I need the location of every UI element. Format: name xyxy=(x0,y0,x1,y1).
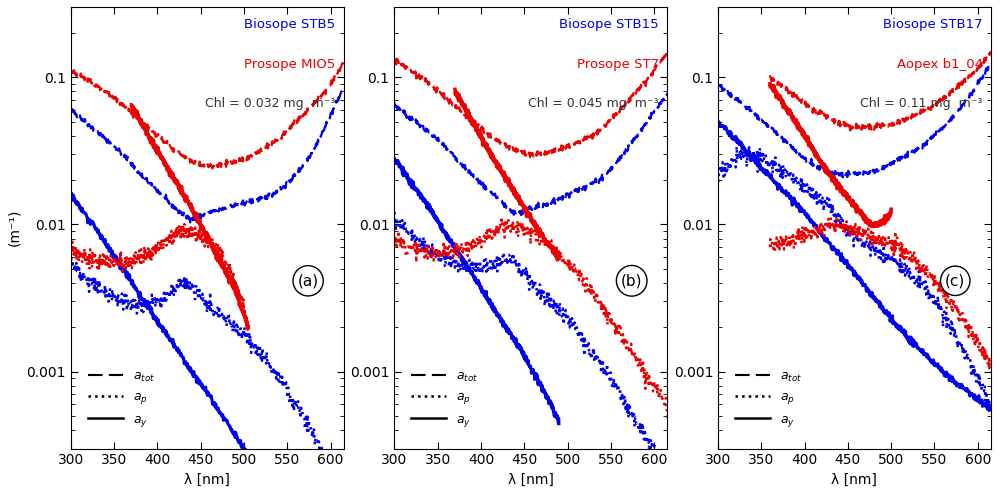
X-axis label: λ [nm]: λ [nm] xyxy=(508,473,554,487)
Text: Prosope MIO5: Prosope MIO5 xyxy=(244,58,335,71)
Text: Biosope STB15: Biosope STB15 xyxy=(559,18,659,31)
Text: Chl = 0.11 mg  m⁻³: Chl = 0.11 mg m⁻³ xyxy=(860,97,983,111)
Y-axis label: (m⁻¹): (m⁻¹) xyxy=(7,209,21,247)
X-axis label: λ [nm]: λ [nm] xyxy=(184,473,230,487)
Text: Prosope ST7: Prosope ST7 xyxy=(577,58,659,71)
Text: Aopex b1_04: Aopex b1_04 xyxy=(897,58,983,71)
Legend: $a_{tot}$, $a_{p}$, $a_{y}$: $a_{tot}$, $a_{p}$, $a_{y}$ xyxy=(730,365,807,434)
Text: (a): (a) xyxy=(298,273,319,288)
Text: (c): (c) xyxy=(945,273,965,288)
Text: (b): (b) xyxy=(621,273,642,288)
Legend: $a_{tot}$, $a_{p}$, $a_{y}$: $a_{tot}$, $a_{p}$, $a_{y}$ xyxy=(406,365,483,434)
Text: Chl = 0.045 mg  m⁻³: Chl = 0.045 mg m⁻³ xyxy=(528,97,659,111)
Text: Biosope STB5: Biosope STB5 xyxy=(244,18,335,31)
Text: Chl = 0.032 mg  m⁻³: Chl = 0.032 mg m⁻³ xyxy=(205,97,335,111)
X-axis label: λ [nm]: λ [nm] xyxy=(831,473,877,487)
Text: Biosope STB17: Biosope STB17 xyxy=(883,18,983,31)
Legend: $a_{tot}$, $a_{p}$, $a_{y}$: $a_{tot}$, $a_{p}$, $a_{y}$ xyxy=(83,365,160,434)
